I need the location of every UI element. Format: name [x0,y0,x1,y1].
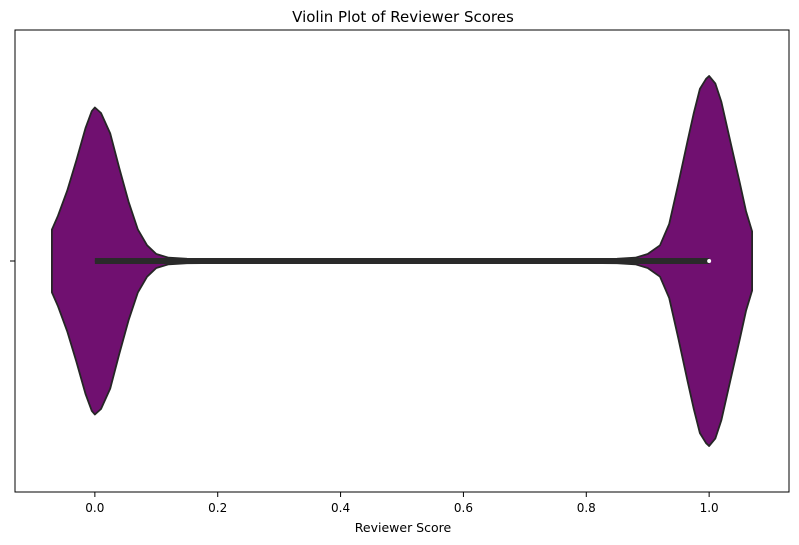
x-tick-label: 0.6 [454,501,473,515]
x-tick-label: 0.4 [331,501,350,515]
x-axis-label: Reviewer Score [355,520,452,535]
x-tick-label: 0.2 [208,501,227,515]
x-tick-label: 0.8 [577,501,596,515]
violin-median [707,259,712,263]
x-tick-label: 0.0 [85,501,104,515]
chart-title: Violin Plot of Reviewer Scores [292,8,514,26]
x-tick-label: 1.0 [700,501,719,515]
